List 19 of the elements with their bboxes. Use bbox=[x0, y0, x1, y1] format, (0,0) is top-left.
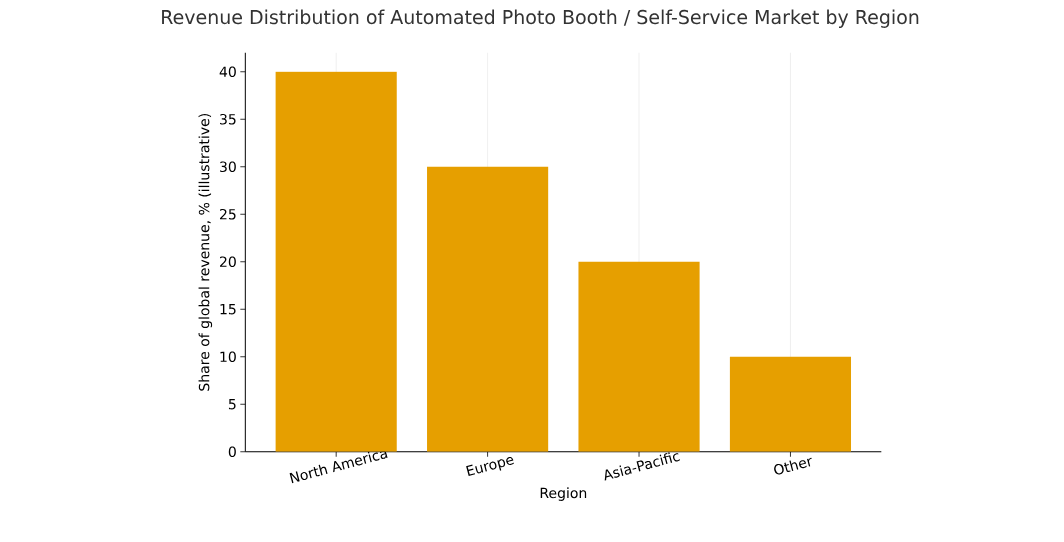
y-tick-label: 35 bbox=[220, 113, 236, 125]
y-tick-label: 5 bbox=[228, 399, 236, 410]
bar bbox=[427, 166, 549, 452]
y-axis-title: Share of global revenue, % (illustrative) bbox=[198, 114, 213, 391]
x-axis-title: Region bbox=[540, 487, 587, 501]
y-tick-label: 40 bbox=[219, 66, 236, 78]
y-tick-label: 25 bbox=[219, 208, 236, 220]
y-tick-label: 20 bbox=[219, 256, 236, 268]
x-tick-label: Europe bbox=[466, 456, 514, 477]
x-tick-label: North America bbox=[289, 450, 388, 484]
x-tick-label: Other bbox=[774, 457, 812, 475]
y-tick-label: 15 bbox=[220, 304, 236, 315]
bar bbox=[578, 261, 700, 452]
y-tick-label: 30 bbox=[220, 161, 236, 173]
bar bbox=[275, 71, 397, 452]
y-tick-label: 10 bbox=[220, 351, 236, 363]
chart-title: Revenue Distribution of Automated Photo Booth / Self-Service Market by Region bbox=[162, 9, 919, 28]
y-tick-label: 0 bbox=[228, 446, 236, 458]
bar bbox=[729, 356, 852, 452]
